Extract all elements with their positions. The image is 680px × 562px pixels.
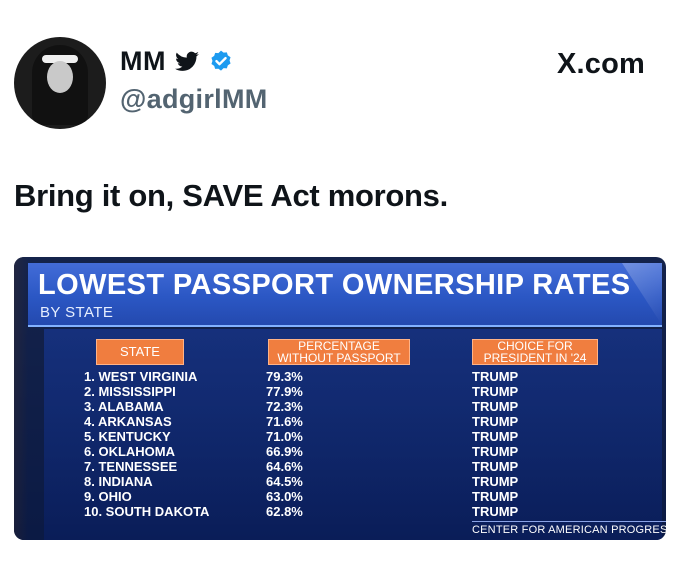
- choice-value: TRUMP: [472, 504, 519, 519]
- table-row: 8. INDIANA 64.5% TRUMP: [44, 474, 662, 489]
- percentage-value: 71.6%: [266, 414, 303, 429]
- table-row: 4. ARKANSAS 71.6% TRUMP: [44, 414, 662, 429]
- tweet-text: Bring it on, SAVE Act morons.: [14, 178, 448, 213]
- table-row: 9. OHIO 63.0% TRUMP: [44, 489, 662, 504]
- column-header-choice: CHOICE FOR PRESIDENT IN '24: [472, 339, 598, 365]
- source-credit: CENTER FOR AMERICAN PROGRESS: [472, 521, 666, 536]
- display-name[interactable]: MM: [120, 46, 166, 76]
- column-header-choice-line1: CHOICE FOR: [497, 339, 573, 353]
- verified-badge-icon: [211, 50, 231, 71]
- state-name: 6. OKLAHOMA: [84, 444, 175, 459]
- state-name: 10. SOUTH DAKOTA: [84, 504, 210, 519]
- choice-value: TRUMP: [472, 489, 519, 504]
- choice-value: TRUMP: [472, 474, 519, 489]
- table-row: 5. KENTUCKY 71.0% TRUMP: [44, 429, 662, 444]
- state-name: 3. ALABAMA: [84, 399, 164, 414]
- table-row: 7. TENNESSEE 64.6% TRUMP: [44, 459, 662, 474]
- table-row: 2. MISSISSIPPI 77.9% TRUMP: [44, 384, 662, 399]
- column-header-choice-line2: PRESIDENT IN '24: [483, 351, 587, 365]
- state-name: 1. WEST VIRGINIA: [84, 369, 198, 384]
- percentage-value: 63.0%: [266, 489, 303, 504]
- percentage-value: 72.3%: [266, 399, 303, 414]
- column-header-state: STATE: [96, 339, 184, 365]
- table-row: 1. WEST VIRGINIA 79.3% TRUMP: [44, 369, 662, 384]
- choice-value: TRUMP: [472, 444, 519, 459]
- choice-value: TRUMP: [472, 399, 519, 414]
- choice-value: TRUMP: [472, 369, 519, 384]
- state-name: 9. OHIO: [84, 489, 132, 504]
- graphic-title: LOWEST PASSPORT OWNERSHIP RATES: [38, 269, 631, 301]
- percentage-value: 79.3%: [266, 369, 303, 384]
- column-header-state-label: STATE: [120, 344, 160, 359]
- state-name: 4. ARKANSAS: [84, 414, 172, 429]
- percentage-value: 77.9%: [266, 384, 303, 399]
- percentage-value: 62.8%: [266, 504, 303, 519]
- table-row: 10. SOUTH DAKOTA 62.8% TRUMP: [44, 504, 662, 519]
- state-name: 7. TENNESSEE: [84, 459, 178, 474]
- percentage-value: 64.6%: [266, 459, 303, 474]
- handle[interactable]: @adgirlMM: [120, 84, 268, 114]
- choice-value: TRUMP: [472, 429, 519, 444]
- table-row: 6. OKLAHOMA 66.9% TRUMP: [44, 444, 662, 459]
- choice-value: TRUMP: [472, 459, 519, 474]
- percentage-value: 71.0%: [266, 429, 303, 444]
- site-label: X.com: [556, 48, 645, 80]
- column-header-percentage-line2: WITHOUT PASSPORT: [277, 351, 401, 365]
- data-panel: STATE PERCENTAGE WITHOUT PASSPORT CHOICE…: [44, 329, 666, 540]
- column-header-percentage: PERCENTAGE WITHOUT PASSPORT: [268, 339, 410, 365]
- avatar-face: [47, 61, 73, 93]
- avatar-band: [42, 55, 78, 63]
- percentage-value: 64.5%: [266, 474, 303, 489]
- graphic-subtitle: BY STATE: [40, 304, 114, 321]
- column-header-percentage-line1: PERCENTAGE: [298, 339, 380, 353]
- author-row: MM: [120, 46, 234, 77]
- state-name: 8. INDIANA: [84, 474, 153, 489]
- choice-value: TRUMP: [472, 384, 519, 399]
- choice-value: TRUMP: [472, 414, 519, 429]
- percentage-value: 66.9%: [266, 444, 303, 459]
- state-name: 5. KENTUCKY: [84, 429, 171, 444]
- avatar[interactable]: [14, 37, 106, 129]
- twitter-bird-icon: [175, 51, 199, 71]
- tv-graphic[interactable]: LOWEST PASSPORT OWNERSHIP RATES BY STATE…: [14, 257, 666, 540]
- screen-edge: [14, 257, 28, 540]
- title-banner: LOWEST PASSPORT OWNERSHIP RATES BY STATE: [28, 263, 662, 327]
- state-name: 2. MISSISSIPPI: [84, 384, 176, 399]
- table-row: 3. ALABAMA 72.3% TRUMP: [44, 399, 662, 414]
